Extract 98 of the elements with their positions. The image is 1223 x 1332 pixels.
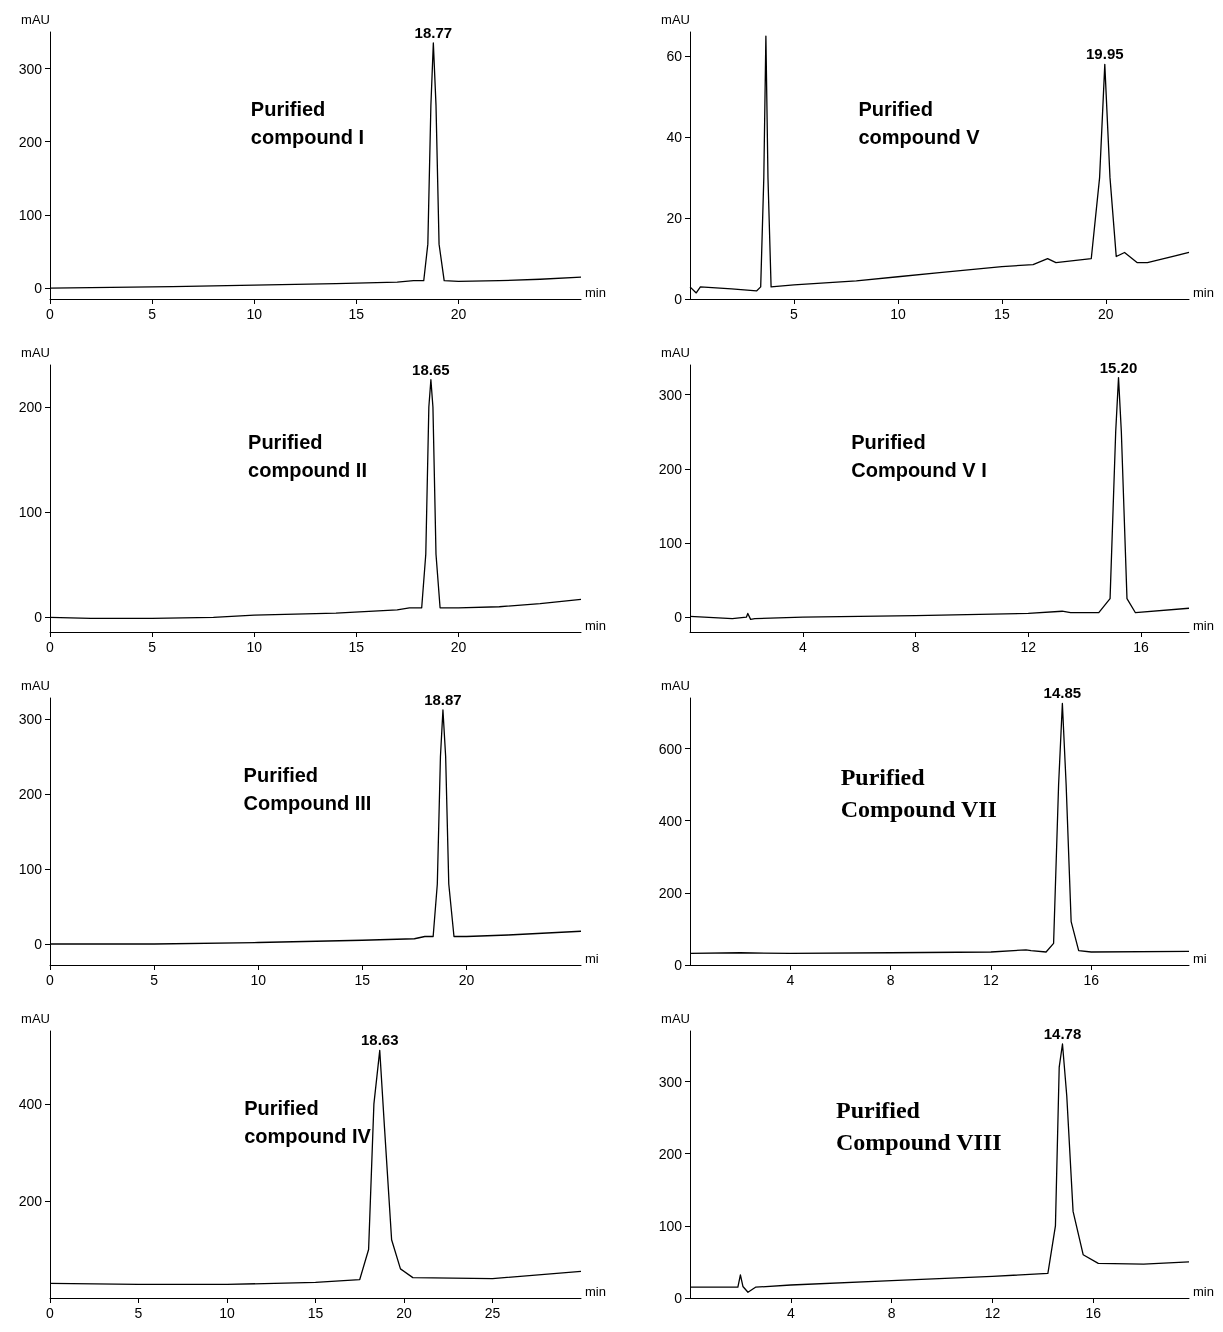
x-axis-title: mi: [1193, 951, 1207, 966]
y-tick-label: 0: [34, 936, 43, 952]
x-axis-title: min: [1193, 618, 1214, 633]
y-tick-label: 100: [18, 504, 43, 521]
y-tick-label: 300: [18, 711, 43, 727]
y-tick-label: 200: [18, 399, 43, 416]
y-tick-label: 300: [18, 60, 43, 77]
y-axis-title: mAU: [661, 678, 690, 693]
x-tick-label: 4: [798, 639, 807, 655]
x-tick-label: 10: [246, 639, 263, 655]
y-tick-label: 600: [658, 740, 683, 757]
y-axis-title: mAU: [21, 1011, 50, 1026]
x-axis-title: min: [1193, 1284, 1214, 1299]
y-tick-label: 0: [674, 957, 683, 973]
annotation: Purified Compound VII: [840, 764, 997, 822]
y-tick-label: 60: [666, 48, 683, 65]
x-tick-label: 15: [348, 639, 365, 655]
x-tick-label: 5: [790, 306, 799, 322]
y-tick-label: 200: [18, 133, 43, 150]
x-tick-label: 0: [46, 306, 55, 322]
x-tick-label: 15: [348, 306, 365, 322]
annotation: Purified Compound VIII: [835, 1097, 1002, 1155]
y-tick-label: 0: [674, 1290, 683, 1306]
x-axis-title: mi: [585, 951, 599, 966]
x-tick-label: 5: [148, 306, 157, 322]
x-tick-label: 15: [354, 972, 371, 988]
x-axis-title: min: [585, 285, 606, 300]
y-axis-title: mAU: [661, 1011, 690, 1026]
y-tick-label: 100: [658, 1217, 683, 1234]
x-tick-label: 8: [886, 972, 895, 988]
x-tick-label: 20: [1098, 306, 1114, 322]
x-tick-label: 10: [219, 1305, 235, 1321]
annotation: Purified compound IV: [244, 1097, 372, 1147]
x-tick-label: 16: [1083, 972, 1100, 988]
x-axis-title: min: [585, 1284, 606, 1299]
x-tick-label: 10: [890, 306, 906, 322]
x-axis-title: min: [1193, 285, 1214, 300]
x-tick-label: 16: [1133, 639, 1150, 655]
y-tick-label: 100: [18, 206, 43, 223]
y-tick-label: 200: [18, 1192, 43, 1209]
annotation: Purified compound II: [248, 431, 367, 481]
x-tick-label: 15: [307, 1305, 324, 1321]
annotation: 18.87: [424, 691, 462, 708]
x-tick-label: 10: [250, 972, 267, 988]
y-tick-label: 400: [18, 1095, 43, 1112]
x-tick-label: 25: [484, 1305, 501, 1321]
x-tick-label: 0: [46, 639, 55, 655]
x-tick-label: 20: [458, 972, 475, 988]
x-tick-label: 20: [396, 1305, 412, 1321]
x-tick-label: 4: [786, 1305, 795, 1321]
annotation: 14.85: [1043, 684, 1082, 702]
x-tick-label: 0: [46, 972, 55, 988]
x-axis-title: min: [585, 618, 606, 633]
y-tick-label: 200: [658, 884, 683, 901]
y-axis-title: mAU: [21, 12, 50, 27]
annotation: 19.95: [1086, 45, 1124, 63]
y-tick-label: 200: [18, 786, 43, 802]
x-tick-label: 12: [1020, 639, 1037, 655]
y-tick-label: 100: [658, 535, 683, 551]
annotation: 18.77: [414, 23, 453, 41]
y-axis-title: mAU: [21, 345, 50, 360]
y-tick-label: 20: [666, 210, 683, 227]
x-tick-label: 8: [911, 639, 920, 655]
y-tick-label: 200: [658, 1145, 683, 1162]
x-tick-label: 5: [134, 1305, 143, 1321]
y-tick-label: 0: [34, 280, 43, 297]
y-tick-label: 100: [18, 861, 43, 877]
x-tick-label: 5: [150, 972, 159, 988]
y-axis-title: mAU: [21, 678, 50, 693]
x-tick-label: 5: [148, 639, 157, 655]
y-axis-title: mAU: [661, 12, 690, 27]
x-tick-label: 0: [46, 1305, 55, 1321]
x-tick-label: 16: [1085, 1305, 1102, 1321]
x-tick-label: 4: [786, 972, 795, 988]
y-tick-label: 300: [658, 386, 683, 403]
annotation: Purified compound I: [250, 98, 365, 148]
y-tick-label: 300: [658, 1073, 683, 1090]
y-tick-label: 0: [674, 291, 683, 307]
x-tick-label: 20: [450, 639, 467, 655]
y-axis-title: mAU: [661, 345, 690, 360]
annotation: Purified compound V: [858, 98, 981, 148]
annotation: 15.20: [1099, 358, 1138, 376]
y-tick-label: 0: [674, 609, 683, 626]
x-tick-label: 10: [246, 306, 263, 322]
y-tick-label: 200: [658, 460, 683, 477]
x-tick-label: 20: [450, 306, 467, 322]
y-tick-label: 40: [666, 129, 683, 146]
annotation: 18.65: [412, 360, 450, 378]
annotation: 14.78: [1043, 1024, 1082, 1042]
annotation: 18.63: [360, 1031, 399, 1049]
x-tick-label: 8: [887, 1305, 896, 1321]
annotation: Purified Compound III: [243, 764, 372, 814]
x-tick-label: 12: [984, 1305, 1001, 1321]
annotation: Purified Compound V I: [851, 431, 987, 481]
x-tick-label: 12: [983, 972, 999, 988]
y-tick-label: 0: [34, 609, 43, 626]
x-tick-label: 15: [994, 306, 1010, 322]
y-tick-label: 400: [658, 812, 683, 829]
